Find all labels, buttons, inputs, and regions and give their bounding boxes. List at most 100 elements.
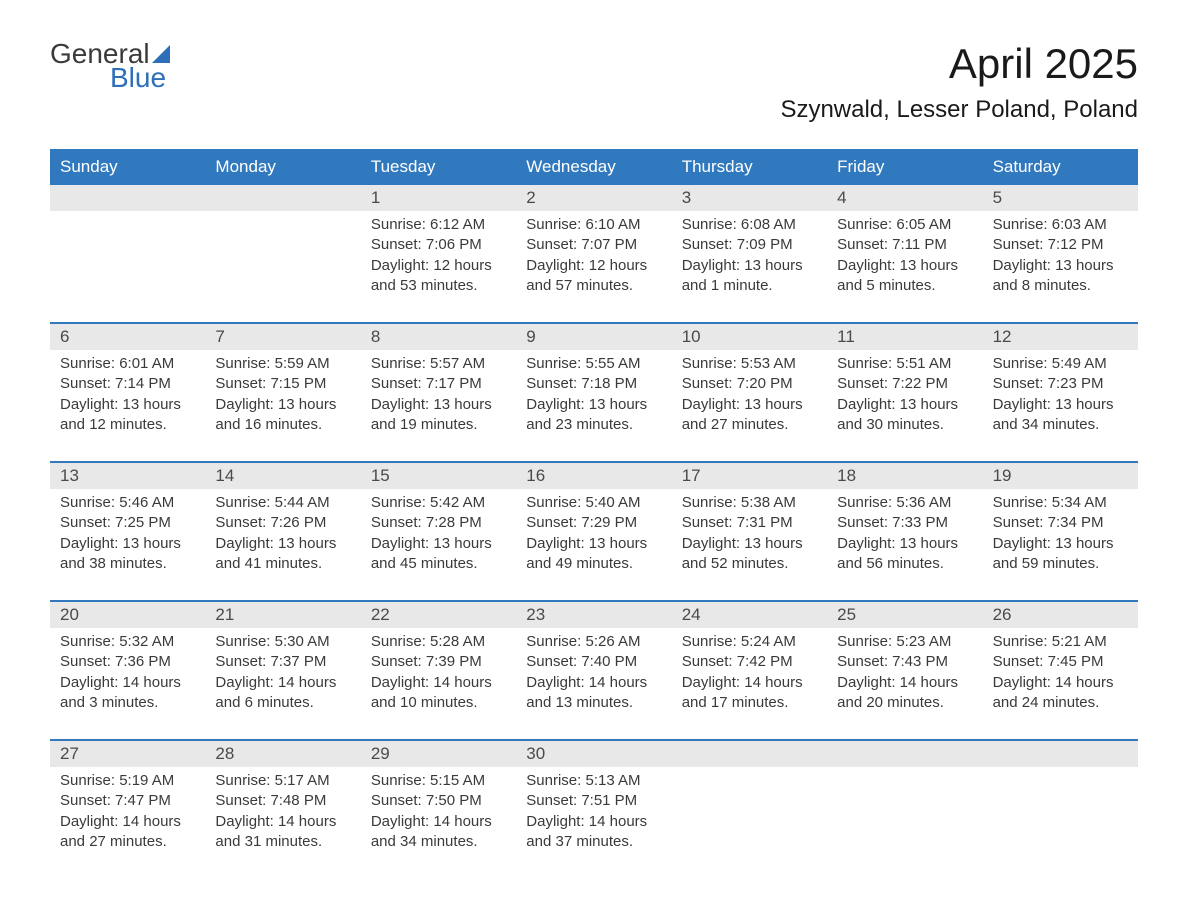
week-row: 1Sunrise: 6:12 AMSunset: 7:06 PMDaylight… (50, 185, 1138, 310)
day-content: Sunrise: 5:17 AMSunset: 7:48 PMDaylight:… (205, 767, 360, 856)
day-sunset: Sunset: 7:09 PM (682, 235, 817, 255)
day-content: Sunrise: 5:19 AMSunset: 7:47 PMDaylight:… (50, 767, 205, 856)
day-sunrise: Sunrise: 5:28 AM (371, 632, 506, 652)
day-cell: 13Sunrise: 5:46 AMSunset: 7:25 PMDayligh… (50, 463, 205, 588)
day-content: Sunrise: 5:53 AMSunset: 7:20 PMDaylight:… (672, 350, 827, 439)
day-number: 11 (827, 324, 982, 350)
day-daylight2: and 16 minutes. (215, 415, 350, 435)
day-daylight2: and 19 minutes. (371, 415, 506, 435)
day-daylight2: and 30 minutes. (837, 415, 972, 435)
day-content: Sunrise: 5:46 AMSunset: 7:25 PMDaylight:… (50, 489, 205, 578)
day-daylight1: Daylight: 12 hours (371, 256, 506, 276)
day-sunset: Sunset: 7:12 PM (993, 235, 1128, 255)
day-content: Sunrise: 5:36 AMSunset: 7:33 PMDaylight:… (827, 489, 982, 578)
day-daylight1: Daylight: 13 hours (837, 395, 972, 415)
day-sunrise: Sunrise: 5:19 AM (60, 771, 195, 791)
day-daylight1: Daylight: 13 hours (993, 256, 1128, 276)
day-daylight1: Daylight: 14 hours (371, 673, 506, 693)
day-daylight2: and 24 minutes. (993, 693, 1128, 713)
day-content: Sunrise: 5:38 AMSunset: 7:31 PMDaylight:… (672, 489, 827, 578)
day-sunrise: Sunrise: 5:59 AM (215, 354, 350, 374)
day-sunset: Sunset: 7:33 PM (837, 513, 972, 533)
day-number: 10 (672, 324, 827, 350)
day-number (827, 741, 982, 767)
day-daylight1: Daylight: 14 hours (215, 812, 350, 832)
day-daylight1: Daylight: 13 hours (526, 534, 661, 554)
day-sunrise: Sunrise: 5:55 AM (526, 354, 661, 374)
day-sunrise: Sunrise: 5:32 AM (60, 632, 195, 652)
day-number: 1 (361, 185, 516, 211)
day-daylight2: and 31 minutes. (215, 832, 350, 852)
day-sunset: Sunset: 7:26 PM (215, 513, 350, 533)
day-sunset: Sunset: 7:06 PM (371, 235, 506, 255)
day-sunrise: Sunrise: 5:38 AM (682, 493, 817, 513)
day-cell: 16Sunrise: 5:40 AMSunset: 7:29 PMDayligh… (516, 463, 671, 588)
day-header: Monday (205, 149, 360, 185)
day-cell: 6Sunrise: 6:01 AMSunset: 7:14 PMDaylight… (50, 324, 205, 449)
day-daylight2: and 34 minutes. (993, 415, 1128, 435)
logo: General Blue (50, 40, 170, 94)
day-sunrise: Sunrise: 5:51 AM (837, 354, 972, 374)
day-number: 22 (361, 602, 516, 628)
day-sunset: Sunset: 7:15 PM (215, 374, 350, 394)
day-cell: 10Sunrise: 5:53 AMSunset: 7:20 PMDayligh… (672, 324, 827, 449)
day-sunset: Sunset: 7:31 PM (682, 513, 817, 533)
day-daylight1: Daylight: 13 hours (60, 395, 195, 415)
day-sunset: Sunset: 7:29 PM (526, 513, 661, 533)
day-daylight1: Daylight: 13 hours (993, 395, 1128, 415)
day-cell: 3Sunrise: 6:08 AMSunset: 7:09 PMDaylight… (672, 185, 827, 310)
day-number: 16 (516, 463, 671, 489)
day-number: 17 (672, 463, 827, 489)
day-content: Sunrise: 5:13 AMSunset: 7:51 PMDaylight:… (516, 767, 671, 856)
day-sunrise: Sunrise: 5:57 AM (371, 354, 506, 374)
day-daylight2: and 27 minutes. (60, 832, 195, 852)
day-sunset: Sunset: 7:23 PM (993, 374, 1128, 394)
day-cell: 25Sunrise: 5:23 AMSunset: 7:43 PMDayligh… (827, 602, 982, 727)
day-cell: 30Sunrise: 5:13 AMSunset: 7:51 PMDayligh… (516, 741, 671, 866)
day-daylight2: and 5 minutes. (837, 276, 972, 296)
day-sunrise: Sunrise: 5:42 AM (371, 493, 506, 513)
day-daylight2: and 56 minutes. (837, 554, 972, 574)
day-daylight2: and 53 minutes. (371, 276, 506, 296)
day-number: 12 (983, 324, 1138, 350)
day-sunset: Sunset: 7:17 PM (371, 374, 506, 394)
day-number: 6 (50, 324, 205, 350)
day-content: Sunrise: 6:10 AMSunset: 7:07 PMDaylight:… (516, 211, 671, 300)
day-sunset: Sunset: 7:48 PM (215, 791, 350, 811)
day-daylight1: Daylight: 14 hours (526, 812, 661, 832)
day-header: Thursday (672, 149, 827, 185)
day-number (50, 185, 205, 211)
day-content: Sunrise: 6:08 AMSunset: 7:09 PMDaylight:… (672, 211, 827, 300)
day-number (672, 741, 827, 767)
logo-triangle-icon (152, 45, 170, 63)
day-daylight1: Daylight: 14 hours (526, 673, 661, 693)
day-number: 8 (361, 324, 516, 350)
day-daylight1: Daylight: 13 hours (215, 395, 350, 415)
day-number: 9 (516, 324, 671, 350)
day-daylight2: and 17 minutes. (682, 693, 817, 713)
page-header: General Blue April 2025 Szynwald, Lesser… (50, 40, 1138, 124)
day-daylight2: and 34 minutes. (371, 832, 506, 852)
day-sunset: Sunset: 7:43 PM (837, 652, 972, 672)
day-cell: 2Sunrise: 6:10 AMSunset: 7:07 PMDaylight… (516, 185, 671, 310)
day-cell: 7Sunrise: 5:59 AMSunset: 7:15 PMDaylight… (205, 324, 360, 449)
day-number: 27 (50, 741, 205, 767)
day-number: 2 (516, 185, 671, 211)
day-cell: 24Sunrise: 5:24 AMSunset: 7:42 PMDayligh… (672, 602, 827, 727)
day-number: 28 (205, 741, 360, 767)
day-daylight1: Daylight: 14 hours (682, 673, 817, 693)
day-sunrise: Sunrise: 5:30 AM (215, 632, 350, 652)
day-daylight2: and 37 minutes. (526, 832, 661, 852)
day-sunrise: Sunrise: 5:36 AM (837, 493, 972, 513)
day-content: Sunrise: 5:42 AMSunset: 7:28 PMDaylight:… (361, 489, 516, 578)
day-content: Sunrise: 5:59 AMSunset: 7:15 PMDaylight:… (205, 350, 360, 439)
day-number: 13 (50, 463, 205, 489)
day-cell: 23Sunrise: 5:26 AMSunset: 7:40 PMDayligh… (516, 602, 671, 727)
day-cell (205, 185, 360, 310)
day-number: 26 (983, 602, 1138, 628)
day-content: Sunrise: 5:28 AMSunset: 7:39 PMDaylight:… (361, 628, 516, 717)
day-sunset: Sunset: 7:36 PM (60, 652, 195, 672)
day-sunset: Sunset: 7:22 PM (837, 374, 972, 394)
day-sunset: Sunset: 7:34 PM (993, 513, 1128, 533)
day-cell: 12Sunrise: 5:49 AMSunset: 7:23 PMDayligh… (983, 324, 1138, 449)
